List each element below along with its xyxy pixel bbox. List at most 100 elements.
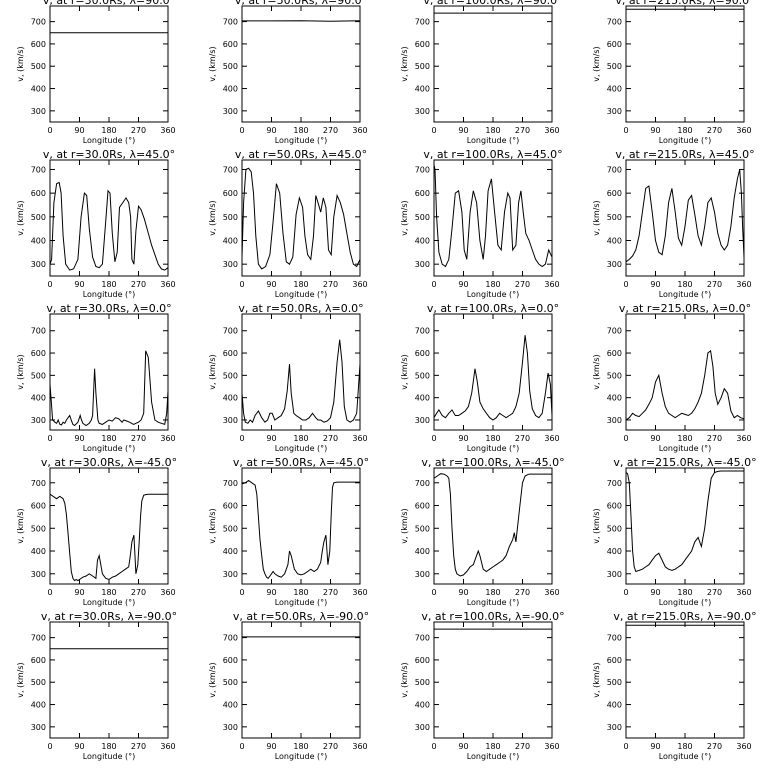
y-tick-label: 700 — [31, 479, 46, 488]
chart-title: v, at r=100.0Rs, λ=45.0° — [423, 148, 562, 161]
x-tick-label: 270 — [515, 742, 530, 751]
x-axis-label: Longitude (°) — [659, 136, 712, 145]
chart-title: v, at r=50.0Rs, λ=-45.0° — [233, 456, 369, 469]
y-tick-label: 600 — [607, 656, 622, 665]
x-tick-label: 0 — [431, 126, 436, 135]
x-tick-label: 270 — [707, 742, 722, 751]
plot-frame — [241, 159, 361, 277]
x-tick-label: 180 — [101, 434, 116, 443]
x-tick-label: 270 — [323, 434, 338, 443]
y-tick-label: 500 — [415, 524, 430, 533]
x-tick-label: 90 — [266, 280, 276, 289]
y-tick-label: 600 — [223, 40, 238, 49]
chart-title: v, at r=215.0Rs, λ=-45.0° — [613, 456, 756, 469]
y-tick-label: 700 — [223, 165, 238, 174]
chart-panel: v, at r=30.0Rs, λ=45.0° 0 90 180 270 360 300 40… — [16, 148, 176, 299]
y-tick-label: 600 — [31, 189, 46, 198]
plot-frame — [241, 621, 361, 739]
series-line — [242, 339, 360, 424]
x-tick-label: 180 — [485, 280, 500, 289]
y-tick-label: 300 — [31, 570, 46, 579]
x-tick-label: 270 — [515, 588, 530, 597]
x-axis-label: Longitude (°) — [467, 752, 520, 761]
x-tick-label: 90 — [458, 126, 468, 135]
y-tick-label: 700 — [223, 327, 238, 336]
x-tick-label: 90 — [266, 126, 276, 135]
x-tick-label: 90 — [650, 434, 660, 443]
chart-title: v, at r=30.0Rs, λ=-90.0° — [41, 610, 177, 623]
y-tick-label: 700 — [31, 634, 46, 643]
y-tick-label: 600 — [415, 656, 430, 665]
y-tick-label: 600 — [415, 502, 430, 511]
y-tick-label: 400 — [31, 701, 46, 710]
chart-panel: v, at r=215.0Rs, λ=45.0° 0 90 180 270 360 300 4… — [592, 148, 755, 299]
plot-frame — [49, 5, 169, 123]
x-tick-label: 0 — [47, 434, 52, 443]
y-tick-label: 400 — [31, 236, 46, 245]
x-axis-label: Longitude (°) — [659, 444, 712, 453]
series-line — [242, 20, 360, 22]
y-tick-label: 600 — [607, 40, 622, 49]
y-axis-label: v, (km/s) — [400, 662, 409, 697]
x-tick-label: 270 — [707, 280, 722, 289]
x-tick-label: 180 — [677, 588, 692, 597]
series-line — [50, 350, 168, 427]
x-tick-label: 180 — [485, 742, 500, 751]
series-line — [434, 473, 552, 577]
x-tick-label: 180 — [101, 280, 116, 289]
y-axis-label: v, (km/s) — [208, 354, 217, 389]
x-tick-label: 0 — [47, 742, 52, 751]
x-tick-label: 0 — [623, 126, 628, 135]
y-tick-label: 400 — [31, 394, 46, 403]
x-axis-label: Longitude (°) — [467, 290, 520, 299]
y-axis-label: v, (km/s) — [400, 508, 409, 543]
chart-panel: v, at r=50.0Rs, λ=0.0° 0 90 180 270 360 300 400… — [208, 302, 368, 453]
y-tick-label: 300 — [223, 416, 238, 425]
chart-title: v, at r=50.0Rs, λ=90.0° — [235, 0, 367, 7]
chart-panel: v, at r=100.0Rs, λ=-90.0° 0 90 180 270 360 300… — [400, 610, 565, 761]
y-axis-label: v, (km/s) — [592, 354, 601, 389]
x-tick-label: 90 — [650, 280, 660, 289]
x-tick-label: 180 — [101, 126, 116, 135]
x-axis-label: Longitude (°) — [275, 752, 328, 761]
y-tick-label: 300 — [415, 416, 430, 425]
series-line — [434, 335, 552, 421]
y-tick-label: 400 — [31, 85, 46, 94]
chart-panel: v, at r=30.0Rs, λ=-45.0° 0 90 180 270 360 300 4… — [16, 456, 177, 607]
y-axis-label: v, (km/s) — [208, 200, 217, 235]
y-tick-label: 500 — [31, 62, 46, 71]
chart-panel: v, at r=215.0Rs, λ=-90.0° 0 90 180 270 360 300… — [592, 610, 757, 761]
chart-title: v, at r=100.0Rs, λ=0.0° — [427, 302, 559, 315]
x-tick-label: 270 — [131, 280, 146, 289]
y-tick-label: 600 — [607, 349, 622, 358]
y-tick-label: 600 — [31, 656, 46, 665]
x-axis-label: Longitude (°) — [83, 290, 136, 299]
x-tick-label: 270 — [515, 280, 530, 289]
y-tick-label: 400 — [223, 394, 238, 403]
chart-title: v, at r=30.0Rs, λ=-45.0° — [41, 456, 177, 469]
series-line — [626, 349, 744, 421]
x-tick-label: 270 — [323, 742, 338, 751]
x-tick-label: 360 — [544, 742, 559, 751]
y-tick-label: 700 — [607, 18, 622, 27]
x-tick-label: 360 — [160, 280, 175, 289]
x-tick-label: 180 — [293, 434, 308, 443]
chart-panel: v, at r=50.0Rs, λ=-90.0° 0 90 180 270 360 300 4… — [208, 610, 369, 761]
y-tick-label: 500 — [415, 213, 430, 222]
x-tick-label: 90 — [266, 742, 276, 751]
x-tick-label: 0 — [239, 280, 244, 289]
x-tick-label: 0 — [239, 742, 244, 751]
y-tick-label: 300 — [223, 570, 238, 579]
x-tick-label: 90 — [74, 434, 84, 443]
y-tick-label: 600 — [31, 502, 46, 511]
x-tick-label: 360 — [544, 588, 559, 597]
plot-frame — [433, 621, 553, 739]
chart-title: v, at r=215.0Rs, λ=0.0° — [619, 302, 751, 315]
y-tick-label: 400 — [223, 547, 238, 556]
y-tick-label: 300 — [415, 260, 430, 269]
y-tick-label: 300 — [31, 107, 46, 116]
x-axis-label: Longitude (°) — [467, 598, 520, 607]
x-tick-label: 360 — [352, 742, 367, 751]
x-tick-label: 270 — [131, 588, 146, 597]
x-tick-label: 0 — [47, 588, 52, 597]
